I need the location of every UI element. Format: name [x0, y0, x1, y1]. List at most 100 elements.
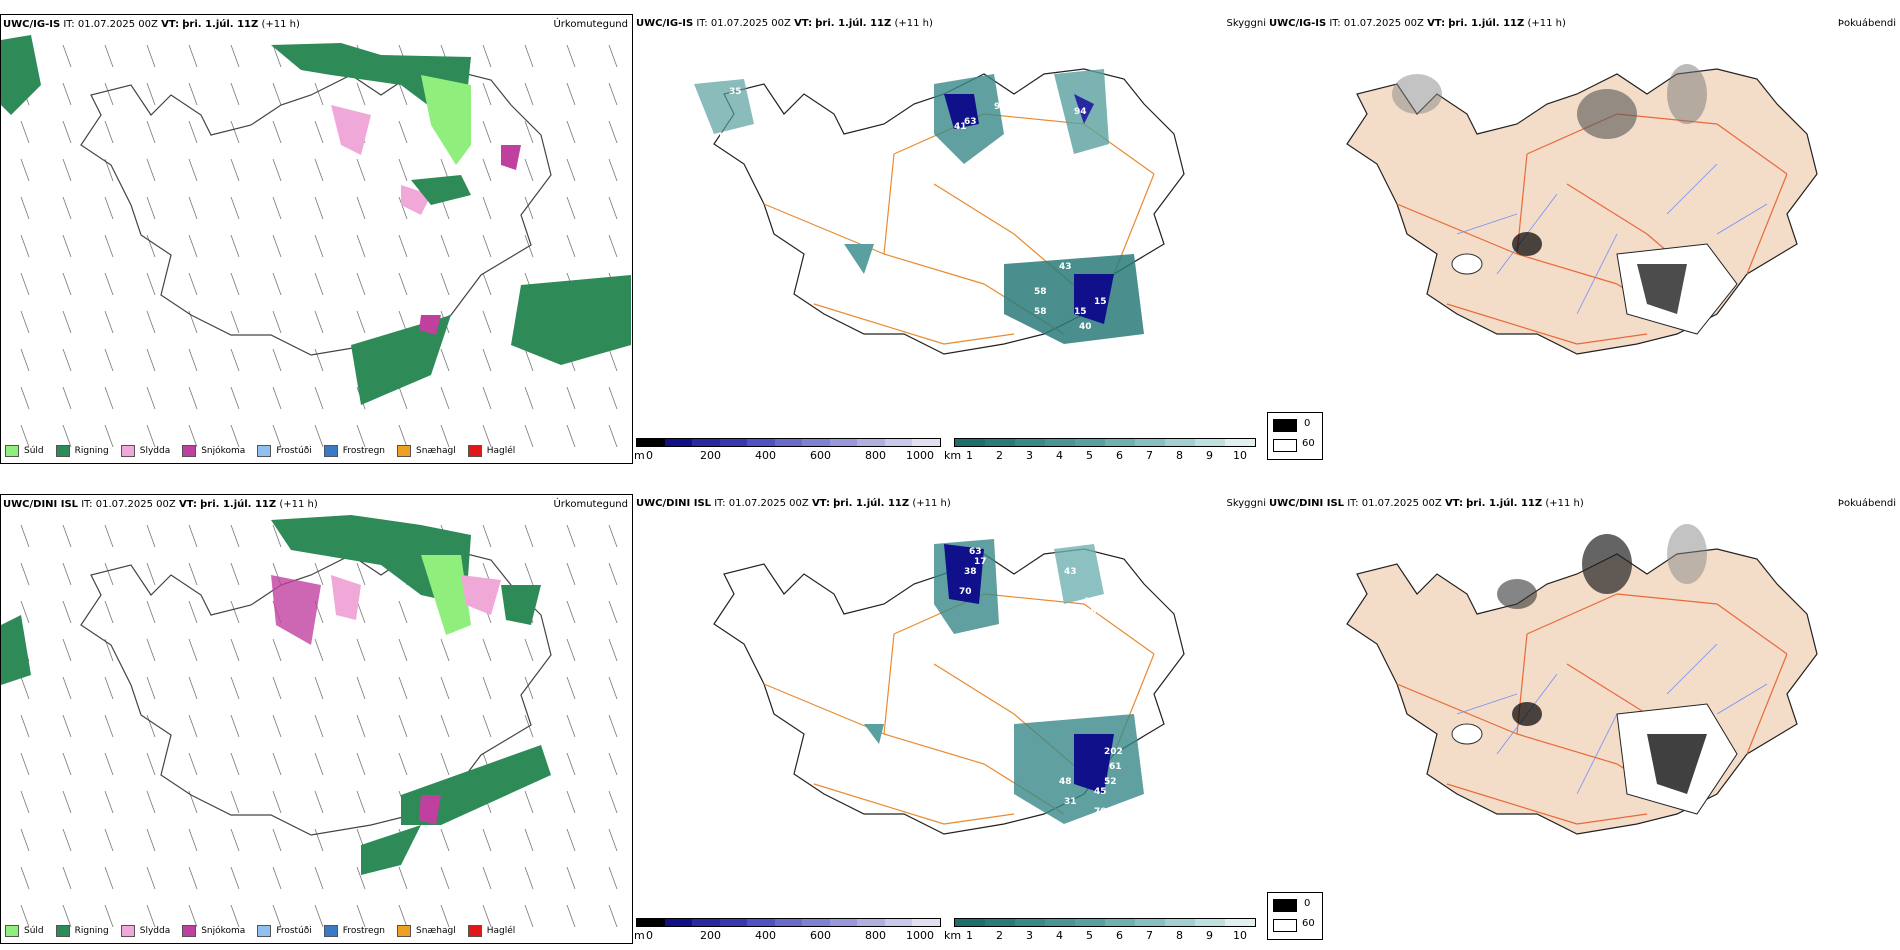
wind-barb: [524, 562, 534, 586]
precip-legend-top: Súld Rigning Slydda Snjókoma Frostúði Fr…: [5, 445, 515, 457]
legend-item: Frostregn: [323, 925, 385, 937]
wind-barb: [440, 828, 450, 852]
wind-barb: [20, 790, 30, 814]
road-segment: [1396, 203, 1518, 255]
wind-barb: [608, 714, 618, 738]
wind-barb: [188, 752, 198, 776]
wind-barb: [62, 272, 72, 296]
cloud-panel-top: UWC/IG-IS IT: 01.07.2025 00Z VT: þri. 1.…: [634, 14, 1270, 464]
cloud-height-labels: 35 94 58 94 41 12 63 53 61 43 58 15 58 15 40: [719, 87, 1117, 332]
wind-barb: [62, 866, 72, 890]
precip-patches: [1, 515, 551, 875]
wind-barb: [524, 424, 534, 448]
wind-barb: [314, 790, 324, 814]
height-tick: 1000: [906, 929, 934, 942]
wind-barb: [356, 310, 366, 334]
cloud-height-label: 35: [729, 87, 742, 97]
wind-barb: [398, 424, 408, 448]
cloud-height-label: 58: [1034, 287, 1047, 297]
cloud-height-label: 63: [969, 547, 982, 557]
vis-tick: 1: [966, 929, 973, 942]
wind-barb: [482, 82, 492, 106]
fog-fieldname-bottom: Þokuábendi: [1837, 498, 1896, 509]
road-segment: [1083, 603, 1155, 655]
height-tick: 800: [865, 449, 886, 462]
wind-barb: [524, 638, 534, 662]
wind-barb: [146, 386, 156, 410]
cloud-map-top: 35 94 58 94 41 12 63 53 61 43 58 15 58 15 40: [694, 68, 1185, 355]
cloud-height-label: 15: [1094, 297, 1107, 307]
road-segment: [1526, 593, 1618, 635]
wind-barb: [608, 386, 618, 410]
wind-barb: [482, 196, 492, 220]
wind-barb: [146, 348, 156, 372]
wind-barb: [398, 866, 408, 890]
wind-barb: [20, 310, 30, 334]
vis-tick: 8: [1176, 929, 1183, 942]
wind-barb: [356, 562, 366, 586]
wind-barb: [104, 44, 114, 68]
river-segment: [1716, 203, 1768, 235]
legend-item: Snæhagl: [397, 445, 456, 457]
wind-barb: [272, 524, 282, 548]
wind-barb: [146, 904, 156, 928]
wind-barb: [314, 82, 324, 106]
wind-barb: [104, 600, 114, 624]
wind-barb: [314, 866, 324, 890]
road-segment: [1396, 683, 1518, 735]
vis-tick: 9: [1206, 929, 1213, 942]
wind-barb: [482, 524, 492, 548]
wind-barb: [230, 790, 240, 814]
wind-barb: [230, 82, 240, 106]
wind-barb: [524, 524, 534, 548]
wind-barb: [398, 272, 408, 296]
wind-barb: [272, 348, 282, 372]
wind-barb: [566, 234, 576, 258]
legend-item: Slydda: [120, 925, 170, 937]
wind-barb: [146, 790, 156, 814]
wind-barb: [314, 676, 324, 700]
wind-barb: [230, 120, 240, 144]
legend-item: Frostregn: [323, 445, 385, 457]
wind-barb: [314, 158, 324, 182]
fog-patches: [1451, 524, 1738, 815]
cloud-height-label: 12: [1049, 112, 1062, 122]
cloud-fieldname-bottom: Skyggni: [1226, 498, 1266, 509]
road-segment: [1576, 333, 1648, 345]
wind-barb: [482, 714, 492, 738]
wind-barb: [62, 828, 72, 852]
wind-barb: [230, 752, 240, 776]
wind-barb: [608, 600, 618, 624]
wind-barb: [482, 386, 492, 410]
fog-panel-top: UWC/IG-IS IT: 01.07.2025 00Z VT: þri. 1.…: [1267, 14, 1900, 414]
vis-tick: 9: [1206, 449, 1213, 462]
precip-panel-bottom: UWC/DINI ISL IT: 01.07.2025 00Z VT: þri.…: [0, 494, 633, 944]
wind-barb: [272, 158, 282, 182]
fog-title-bottom: UWC/DINI ISL IT: 01.07.2025 00Z VT: þri.…: [1269, 498, 1584, 509]
cloud-height-label: 38: [964, 567, 977, 577]
wind-barb: [188, 234, 198, 258]
wind-barb: [104, 196, 114, 220]
wind-barb: [20, 386, 30, 410]
vis-tick: 2: [996, 929, 1003, 942]
wind-barb: [146, 866, 156, 890]
wind-barb: [566, 524, 576, 548]
wind-barb: [356, 82, 366, 106]
wind-barb: [608, 234, 618, 258]
wind-barb: [482, 828, 492, 852]
wind-barb: [62, 348, 72, 372]
wind-barb: [104, 790, 114, 814]
height-tick: 800: [865, 929, 886, 942]
wind-barb: [608, 638, 618, 662]
cloud-height-label: 94: [994, 102, 1007, 112]
river-segment: [1456, 693, 1518, 715]
wind-barb: [20, 752, 30, 776]
wind-barb: [272, 828, 282, 852]
wind-barb: [398, 752, 408, 776]
iceland-outline: [80, 69, 552, 356]
road-segment: [763, 683, 885, 735]
wind-barb: [104, 272, 114, 296]
cloud-height-label: 43: [1064, 567, 1077, 577]
wind-barb: [146, 234, 156, 258]
